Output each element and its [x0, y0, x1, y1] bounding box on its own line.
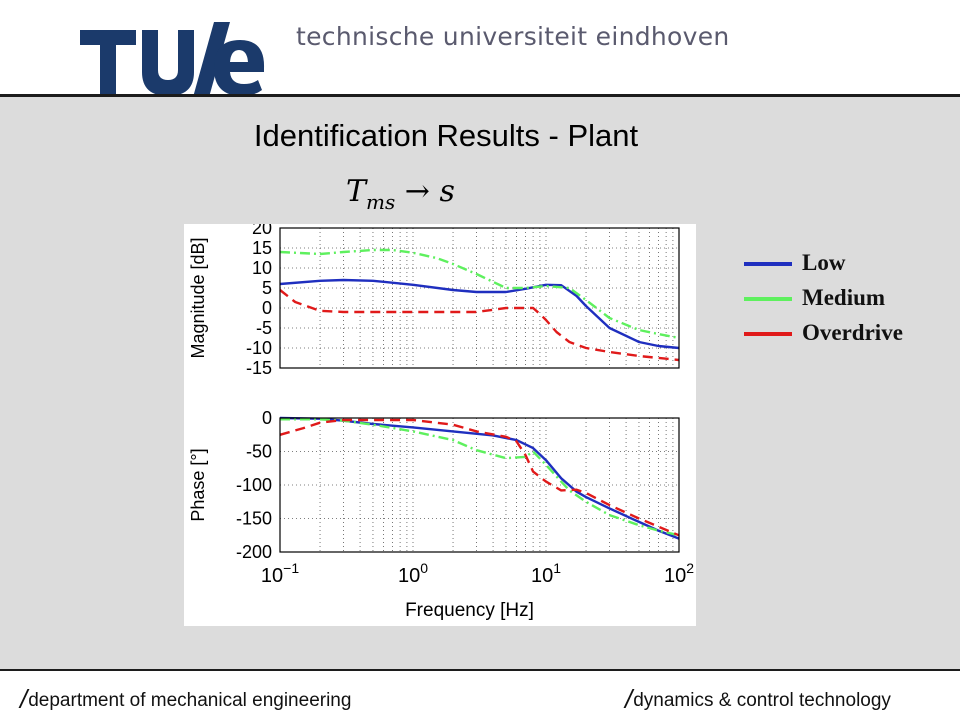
y-tick-label: -100 [236, 475, 272, 495]
plot-frame [279, 417, 680, 553]
y-tick-label: 0 [262, 298, 272, 318]
y-tick-label: -50 [246, 442, 272, 462]
legend-swatch-low [744, 262, 792, 266]
y-tick-label: -5 [256, 318, 272, 338]
legend-swatch-medium [744, 297, 792, 301]
x-tick-label: 100 [398, 560, 428, 587]
footer [0, 671, 960, 720]
legend-label-overdrive: Overdrive [802, 320, 903, 345]
series-line-medium [279, 248, 680, 340]
tue-logo [80, 22, 265, 106]
plot-frame [279, 227, 680, 369]
footer-divider [0, 669, 960, 671]
y-tick-label: 5 [262, 278, 272, 298]
series-line-overdrive [279, 418, 680, 537]
footer-left-text: department of mechanical engineering [28, 690, 352, 711]
x-tick-label: 101 [531, 560, 561, 587]
x-tick-label: 10−1 [261, 560, 299, 587]
x-axis-label: Frequency [Hz] [405, 600, 534, 621]
series-line-medium [280, 418, 680, 537]
series-line-low [279, 278, 680, 350]
y-tick-label: 20 [252, 224, 272, 238]
y-tick-label: 10 [252, 258, 272, 278]
plot-background [184, 224, 696, 626]
y-axis-label: Phase [°] [188, 448, 208, 521]
footer-right: /dynamics & control technology [625, 682, 891, 714]
y-tick-label: -150 [236, 509, 272, 529]
series-line-low [279, 416, 680, 540]
series-line-overdrive [279, 289, 680, 362]
y-tick-label: -200 [236, 542, 272, 562]
y-axis-label: Magnitude [dB] [188, 237, 208, 358]
footer-left: /department of mechanical engineering [20, 682, 352, 714]
y-tick-label: -10 [246, 338, 272, 358]
slide-subtitle: Tms → s [346, 174, 455, 214]
legend-label-medium: Medium [802, 285, 886, 310]
footer-slash-left: / [20, 684, 28, 714]
subtitle-main: T [346, 174, 367, 209]
y-tick-label: 0 [262, 408, 272, 428]
footer-right-text: dynamics & control technology [633, 690, 891, 711]
y-tick-label: 15 [252, 238, 272, 258]
footer-slash-right: / [625, 684, 633, 714]
x-tick-label: 102 [664, 560, 694, 587]
header: technische universiteit eindhoven [0, 0, 960, 106]
phase-panel: 0 -50 -100 -150 -200 Phase [°] 10−1 100 101 102 Fr… [188, 408, 694, 621]
subtitle-target: s [439, 174, 455, 209]
subtitle-arrow: → [404, 174, 430, 209]
header-divider [0, 94, 960, 97]
y-tick-label: -15 [246, 358, 272, 378]
university-name: technische universiteit eindhoven [296, 22, 730, 51]
subtitle-sub: ms [366, 190, 396, 214]
slide-title: Identification Results - Plant [253, 118, 639, 153]
legend-label-low: Low [802, 250, 846, 275]
legend-swatch-overdrive [744, 332, 792, 336]
